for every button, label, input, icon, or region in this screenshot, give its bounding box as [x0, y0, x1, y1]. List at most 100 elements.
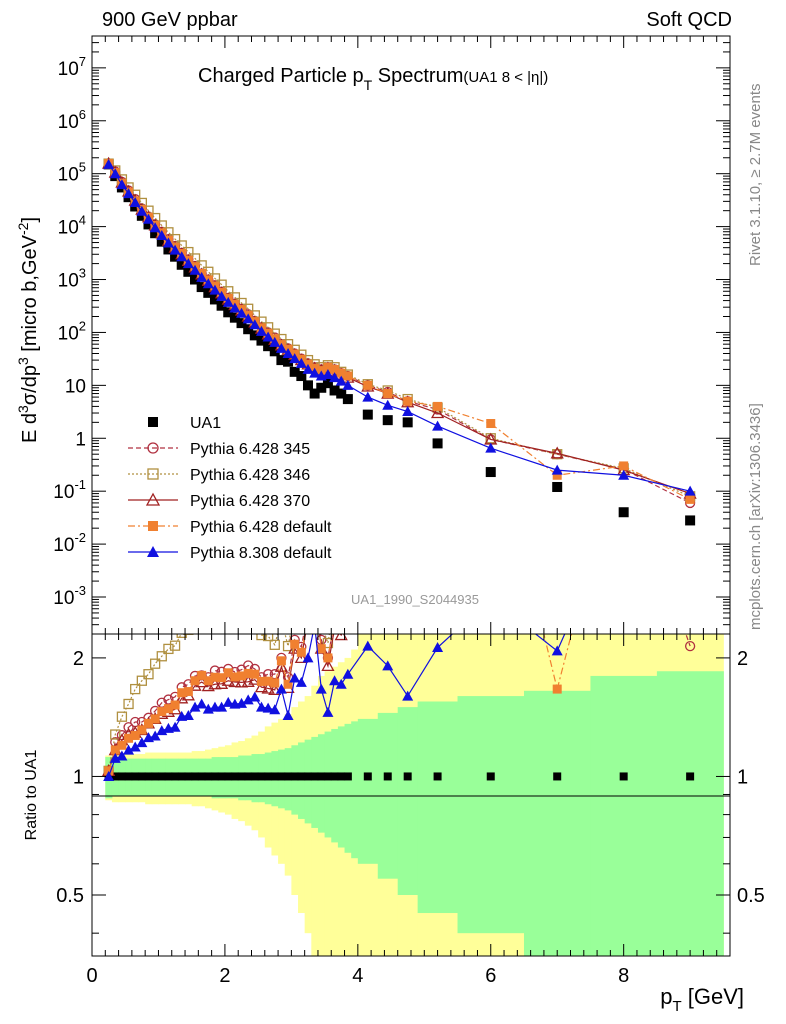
ratio-point-ua1	[177, 772, 186, 781]
ratio-point-pythia-6-428-346	[383, 551, 392, 560]
ratio-point-pythia-8-308-default	[242, 694, 254, 705]
green-band-bin	[523, 690, 591, 956]
ratio-point-pythia-6-428-default	[183, 687, 193, 697]
ratio-point-pythia-6-428-default	[157, 707, 167, 717]
ratio-point-pythia-8-308-default	[618, 496, 629, 506]
ratio-point-pythia-6-428-346	[363, 546, 372, 555]
ratio-point-pythia-6-428-346	[130, 683, 141, 695]
green-band-bin	[590, 675, 658, 956]
y-tick-label: 103	[58, 266, 86, 292]
ratio-point-pythia-8-308-default	[236, 697, 248, 708]
ratio-point-pythia-6-428-370	[432, 545, 443, 555]
ratio-point-ua1	[210, 772, 219, 781]
ratio-point-pythia-6-428-default	[619, 427, 628, 436]
ratio-point-ua1	[363, 772, 372, 781]
data-point-ua1	[618, 507, 629, 518]
y-tick-label: 105	[58, 160, 86, 186]
ratio-point-pythia-6-428-370	[382, 573, 393, 583]
data-point-pythia-6-428-370	[550, 446, 564, 459]
ratio-y-tick-label-right: 2	[737, 648, 748, 670]
data-point-pythia-8-308-default	[329, 372, 341, 383]
data-point-ua1	[183, 266, 194, 277]
ratio-point-pythia-6-428-345	[123, 722, 134, 733]
ratio-point-pythia-6-428-346	[143, 669, 154, 680]
data-point-pythia-8-308-default	[222, 296, 234, 307]
ratio-y-tick-label-left: 1	[73, 766, 84, 788]
ratio-point-pythia-6-428-346	[169, 640, 181, 651]
data-point-pythia-6-428-370	[430, 406, 445, 419]
data-point-ua1	[336, 388, 347, 399]
ratio-point-pythia-6-428-370	[254, 680, 269, 693]
ratio-point-ua1	[297, 772, 306, 781]
data-point-pythia-8-308-default	[335, 375, 347, 386]
data-point-pythia-8-308-default	[295, 357, 307, 368]
ratio-point-pythia-6-428-346	[136, 675, 147, 686]
ratio-point-ua1	[317, 772, 326, 781]
data-point-pythia-8-308-default	[176, 251, 188, 262]
plot-title-extra: (UA1 8 < |η|)	[463, 69, 548, 86]
ratio-point-ua1	[323, 772, 332, 781]
legend-marker-pythia-6-428-default	[148, 521, 158, 531]
green-band-bin	[344, 723, 352, 853]
data-point-ua1	[362, 409, 373, 420]
data-point-pythia-8-308-default	[129, 197, 141, 208]
green-band-bin	[457, 696, 525, 934]
ratio-point-pythia-6-428-default	[190, 676, 200, 686]
data-point-pythia-6-428-default	[403, 396, 413, 406]
green-band-bin	[397, 707, 419, 895]
ratio-point-pythia-6-428-370	[402, 621, 413, 631]
ratio-point-pythia-6-428-370	[342, 611, 353, 621]
ratio-point-ua1	[310, 772, 319, 781]
ratio-point-pythia-8-308-default	[551, 645, 563, 656]
ratio-point-pythia-6-428-346	[686, 592, 695, 601]
ratio-point-pythia-6-428-370	[334, 634, 348, 641]
ratio-point-pythia-6-428-default	[263, 676, 273, 686]
ratio-point-pythia-6-428-345	[433, 520, 442, 529]
data-point-pythia-8-308-default	[684, 485, 696, 496]
ratio-point-ua1	[383, 772, 392, 781]
data-point-ua1	[276, 355, 287, 366]
data-point-pythia-8-308-default	[249, 319, 261, 330]
green-band-bin	[331, 728, 339, 843]
ratio-point-pythia-6-428-346	[123, 698, 134, 710]
ratio-point-pythia-8-308-default	[302, 652, 314, 663]
ratio-point-ua1	[117, 772, 126, 781]
ratio-point-ua1	[197, 772, 206, 781]
ratio-point-pythia-6-428-default	[110, 745, 120, 755]
data-point-pythia-6-428-default	[330, 364, 340, 374]
legend: UA1 Pythia 6.428 345 Pythia 6.428 346 Pythi…	[128, 415, 332, 562]
ratio-point-pythia-6-428-default	[283, 679, 293, 689]
ratio-point-pythia-6-428-default	[124, 733, 134, 743]
ratio-point-pythia-6-428-346	[303, 584, 312, 593]
legend-label-pythia-8-308-default: Pythia 8.308 default	[190, 545, 332, 562]
data-point-pythia-6-428-default	[363, 380, 373, 390]
ratio-point-ua1	[553, 772, 562, 781]
ratio-point-pythia-6-428-default	[203, 676, 213, 686]
ratio-point-pythia-6-428-346	[110, 729, 121, 740]
legend-marker-ua1	[148, 417, 158, 427]
ratio-point-pythia-6-428-default	[290, 639, 300, 649]
data-point-ua1	[283, 356, 294, 367]
data-point-pythia-8-308-default	[196, 271, 208, 282]
ratio-point-pythia-6-428-370	[294, 651, 308, 664]
ratio-point-pythia-6-428-370	[268, 683, 282, 696]
ratio-point-ua1	[151, 772, 160, 781]
data-point-ua1	[685, 515, 696, 526]
data-point-pythia-8-308-default	[142, 213, 154, 224]
ratio-point-pythia-6-428-345	[684, 640, 696, 652]
ratio-point-pythia-6-428-default	[383, 574, 392, 583]
data-point-pythia-8-308-default	[342, 379, 354, 390]
ratio-point-pythia-6-428-346	[337, 610, 346, 619]
x-tick-label: 6	[485, 965, 496, 987]
ratio-point-pythia-6-428-346	[197, 611, 206, 620]
ratio-point-ua1	[184, 772, 193, 781]
ratio-point-pythia-6-428-default	[217, 673, 227, 683]
analysis-watermark: UA1_1990_S2044935	[351, 592, 479, 607]
ratio-point-ua1	[191, 772, 200, 781]
ratio-point-pythia-6-428-370	[309, 583, 320, 593]
data-point-pythia-8-308-default	[236, 307, 248, 318]
data-point-pythia-8-308-default	[362, 391, 374, 402]
ratio-point-pythia-8-308-default	[282, 709, 294, 720]
ratio-point-pythia-6-428-default	[163, 704, 173, 714]
data-point-pythia-8-308-default	[322, 369, 334, 380]
